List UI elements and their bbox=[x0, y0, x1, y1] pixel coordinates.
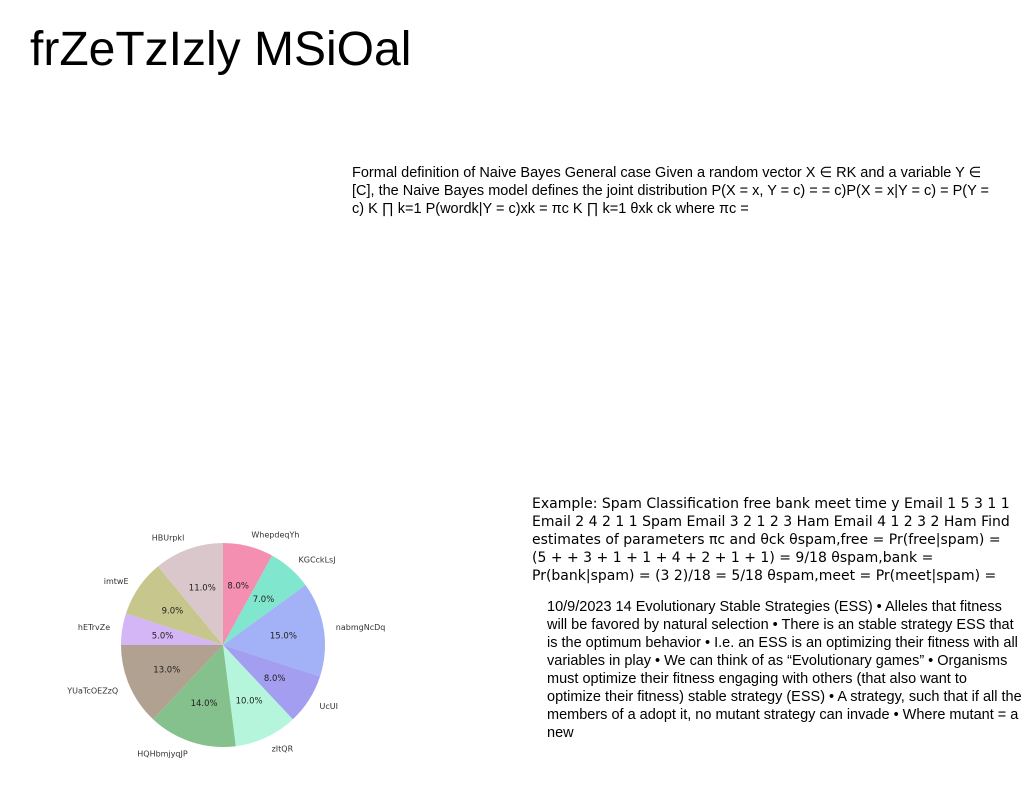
pie-slice bbox=[125, 566, 223, 645]
pie-chart: 8.0% WhepdeqYh 7.0% KGCckLsJ 15.0% nabmgNcDq 8… bbox=[66, 530, 386, 759]
naive-bayes-text: Formal definition of Naive Bayes General… bbox=[352, 165, 989, 217]
pie-percent-label: 8.0% bbox=[264, 674, 286, 684]
pie-category-label: zItQR bbox=[272, 744, 294, 753]
page-title: frZeTzIzly MSiOal bbox=[30, 23, 412, 76]
pie-slice bbox=[153, 645, 236, 748]
pie-percent-label: 7.0% bbox=[253, 595, 275, 605]
pie-slice bbox=[223, 585, 326, 677]
pie-percent-label: 13.0% bbox=[153, 665, 180, 675]
pie-percent-label: 5.0% bbox=[152, 631, 174, 641]
spam-example-text: Example: Spam Classification free bank m… bbox=[532, 496, 1010, 584]
pie-percent-label: 14.0% bbox=[191, 699, 218, 709]
pie-category-label: imtwE bbox=[104, 577, 129, 586]
pie-slice bbox=[223, 645, 293, 747]
pie-category-label: KGCckLsJ bbox=[299, 555, 336, 564]
pie-category-label: nabmgNcDq bbox=[336, 623, 386, 632]
pie-category-label: WhepdeqYh bbox=[251, 530, 299, 539]
pie-percent-label: 8.0% bbox=[227, 582, 249, 592]
pie-slice bbox=[223, 555, 306, 645]
pie-category-label: UcUI bbox=[320, 702, 338, 711]
pie-percent-label: 9.0% bbox=[162, 607, 184, 617]
pie-category-label: HQHbmjyqJP bbox=[137, 750, 188, 759]
pie-percent-label: 10.0% bbox=[236, 696, 263, 706]
pie-category-label: hETrvZe bbox=[78, 623, 110, 632]
pie-category-label: HBUrpkl bbox=[152, 534, 185, 543]
pie-category-label: YUaTcOEZzQ bbox=[66, 686, 118, 695]
pie-percent-label: 15.0% bbox=[270, 631, 297, 641]
ess-text: 10/9/2023 14 Evolutionary Stable Strateg… bbox=[547, 599, 1022, 741]
pie-slice bbox=[157, 543, 223, 645]
pie-slice bbox=[121, 645, 223, 720]
pie-slice bbox=[223, 543, 273, 645]
pie-slice bbox=[121, 613, 223, 645]
pie-slice bbox=[223, 645, 321, 720]
pie-percent-label: 11.0% bbox=[189, 583, 216, 593]
